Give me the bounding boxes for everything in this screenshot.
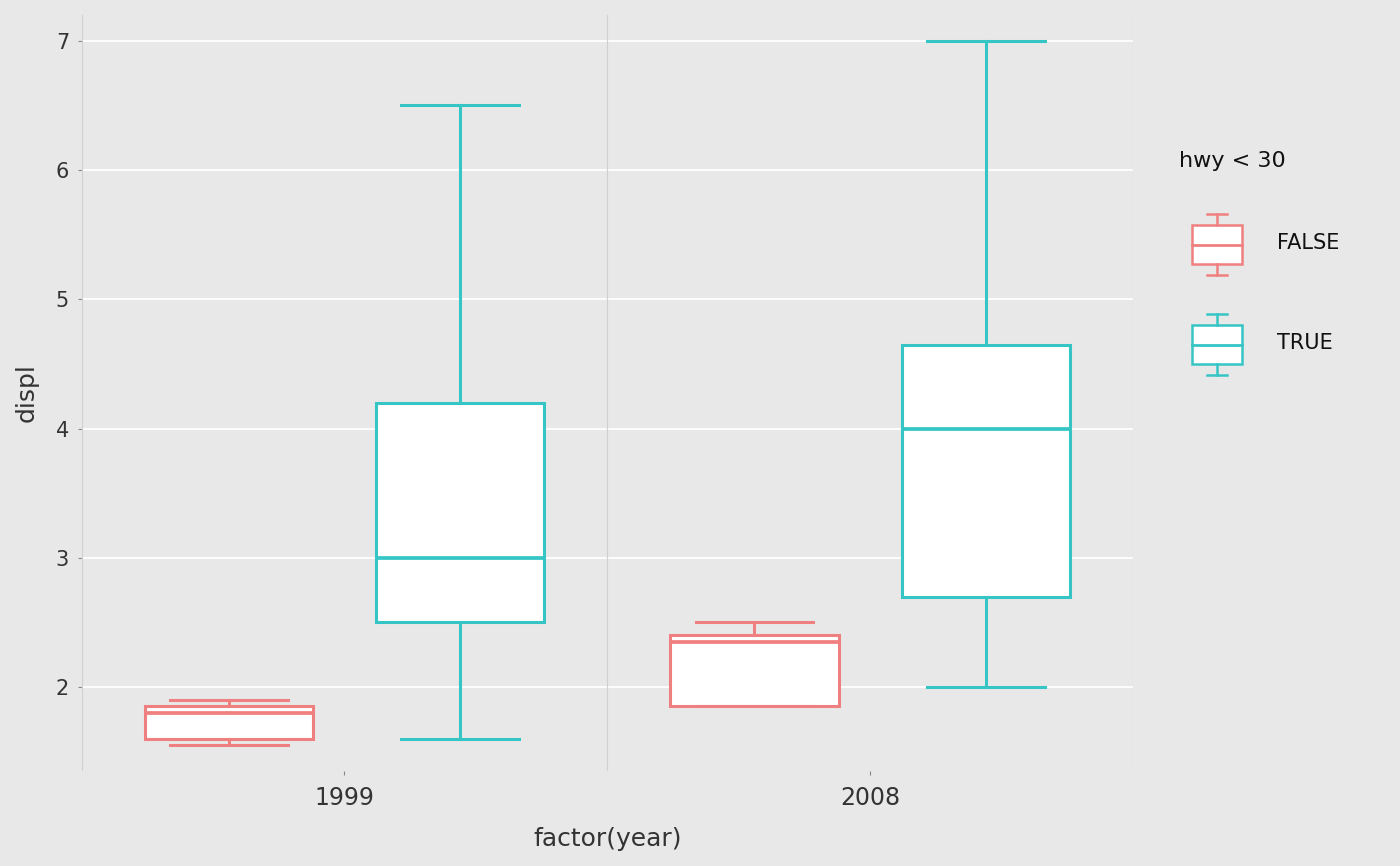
X-axis label: factor(year): factor(year): [533, 827, 682, 851]
Bar: [671, 636, 839, 707]
Text: FALSE: FALSE: [1277, 234, 1340, 254]
Text: hwy < 30: hwy < 30: [1179, 151, 1285, 171]
Y-axis label: displ: displ: [15, 364, 39, 423]
Bar: [1193, 325, 1242, 364]
Text: TRUE: TRUE: [1277, 333, 1333, 353]
Bar: [377, 403, 545, 623]
Bar: [1193, 225, 1242, 264]
Bar: [144, 707, 312, 739]
Bar: [902, 345, 1070, 597]
